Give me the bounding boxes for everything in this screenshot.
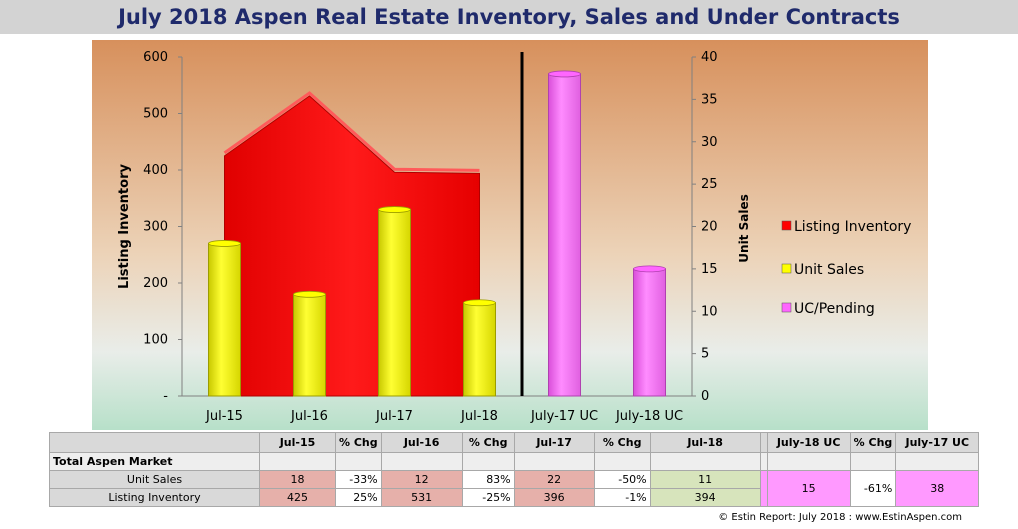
data-table: Jul-15 % Chg Jul-16 % Chg Jul-17 % Chg J… xyxy=(49,432,980,507)
y-tick-label: - xyxy=(163,389,168,404)
y-tick-label: 400 xyxy=(143,163,168,178)
header-cell: % Chg xyxy=(461,432,515,453)
table-cell: 12 xyxy=(380,470,463,489)
x-tick-label: July-18 UC xyxy=(615,409,683,424)
header-cell: July-18 UC xyxy=(766,432,851,453)
table-header-row: Jul-15 % Chg Jul-16 % Chg Jul-17 % Chg J… xyxy=(49,432,980,453)
section-label: Total Aspen Market xyxy=(49,452,260,471)
header-cell: % Chg xyxy=(849,432,897,453)
header-cell xyxy=(759,432,768,453)
unit-sales-bar xyxy=(208,242,241,397)
unit-sales-bar xyxy=(463,302,496,397)
unit-sales-bar-cap xyxy=(378,206,411,213)
table-cell: -50% xyxy=(593,470,651,489)
table-row: Unit Sales 18 -33% 12 83% 22 -50% 11 15 … xyxy=(49,470,980,507)
uc-pending-bar-cap xyxy=(633,265,666,273)
row-label: Listing Inventory xyxy=(49,488,260,507)
y2-tick-label: 25 xyxy=(701,177,718,192)
table-cell: 15 xyxy=(766,470,851,507)
header-cell: Jul-17 xyxy=(513,432,595,453)
table-cell: 83% xyxy=(461,470,515,489)
title-bar xyxy=(0,0,1018,34)
unit-sales-bar-cap xyxy=(293,290,326,298)
y-tick-label: 200 xyxy=(143,276,168,291)
y2-axis-title: Unit Sales xyxy=(737,194,751,262)
y2-tick-label: 20 xyxy=(701,220,718,235)
x-tick-label: Jul-16 xyxy=(290,409,328,424)
table-cell: 396 xyxy=(513,488,595,507)
table-cell: -61% xyxy=(849,470,897,507)
y2-tick-label: 40 xyxy=(701,50,718,65)
table-cell: 11 xyxy=(649,470,761,489)
x-tick-label: Jul-17 xyxy=(375,409,413,424)
table-cell: 425 xyxy=(259,488,336,507)
y-tick-label: 300 xyxy=(143,220,168,235)
row-label: Unit Sales xyxy=(49,470,260,489)
header-cell: % Chg xyxy=(335,432,382,453)
chart: - 100 200 300 400 500 600 0 5 10 15 20 25 30 35 40 Jul-1… xyxy=(92,40,928,430)
header-cell: Jul-15 xyxy=(259,432,336,453)
uc-pending-bar-cap xyxy=(548,70,581,78)
listing-inventory-area-top xyxy=(223,91,480,172)
header-cell: July-17 UC xyxy=(895,432,980,453)
uc-pending-bar xyxy=(633,268,666,397)
table-cell: 38 xyxy=(895,470,980,507)
y-tick-label: 100 xyxy=(143,333,168,348)
legend-label: Listing Inventory xyxy=(794,219,911,235)
legend-swatch xyxy=(781,220,792,231)
x-tick-label: Jul-18 xyxy=(460,409,498,424)
legend-swatch xyxy=(781,302,792,313)
header-cell: Jul-18 xyxy=(649,432,761,453)
y2-tick-label: 15 xyxy=(701,262,718,277)
y-tick-label: 500 xyxy=(143,107,168,122)
legend-label: Unit Sales xyxy=(794,262,864,278)
unit-sales-bar xyxy=(293,293,326,397)
legend-swatch xyxy=(781,263,792,274)
table-cell: -33% xyxy=(335,470,382,489)
header-cell: Jul-16 xyxy=(380,432,463,453)
table-cell: -25% xyxy=(461,488,515,507)
y2-tick-label: 5 xyxy=(701,347,709,362)
page-title: July 2018 Aspen Real Estate Inventory, S… xyxy=(118,5,900,29)
table-cell: 394 xyxy=(649,488,761,507)
table-cell: 18 xyxy=(259,470,336,489)
header-cell xyxy=(49,432,260,453)
y2-tick-label: 35 xyxy=(701,92,718,107)
footer-credit: © Estin Report: July 2018 : www.EstinAsp… xyxy=(718,512,962,523)
y-axis-title: Listing Inventory xyxy=(117,164,132,289)
y2-tick-label: 0 xyxy=(701,389,709,404)
table-cell: -1% xyxy=(593,488,651,507)
table-cell: 25% xyxy=(335,488,382,507)
header-cell: % Chg xyxy=(593,432,651,453)
table-cell: 531 xyxy=(380,488,463,507)
unit-sales-bar xyxy=(378,209,411,397)
x-tick-label: July-17 UC xyxy=(530,409,598,424)
legend-label: UC/Pending xyxy=(794,301,875,317)
table-cell: 22 xyxy=(513,470,595,489)
y-tick-label: 600 xyxy=(143,50,168,65)
table-row: Listing Inventory 425 25% 531 -25% 396 -… xyxy=(49,488,979,507)
uc-pending-bar xyxy=(548,73,581,397)
x-tick-label: Jul-15 xyxy=(205,409,243,424)
y2-tick-label: 10 xyxy=(701,304,718,319)
unit-sales-bar-cap xyxy=(463,299,496,307)
table-section-row: Total Aspen Market xyxy=(49,452,980,471)
unit-sales-bar-cap xyxy=(208,240,241,247)
y2-tick-label: 30 xyxy=(701,135,718,150)
